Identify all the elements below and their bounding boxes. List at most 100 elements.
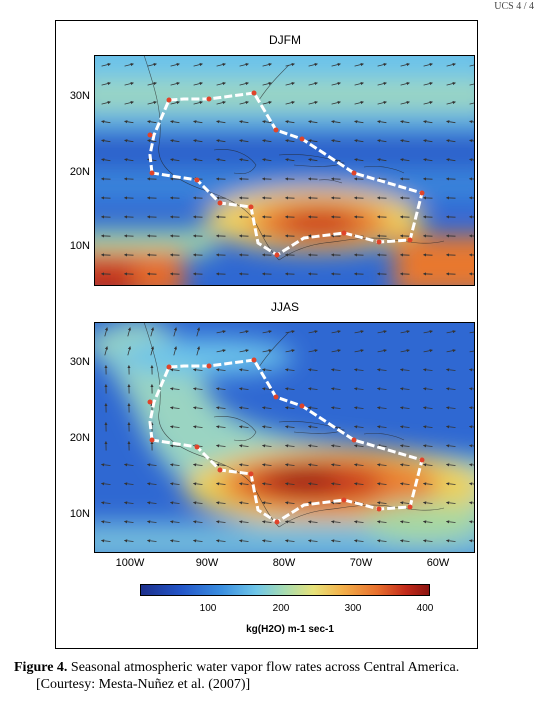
wind-arrow	[196, 327, 201, 337]
wind-arrow	[261, 539, 272, 543]
y-tick-label: 10N	[69, 508, 90, 520]
wind-arrow	[101, 158, 111, 162]
wind-arrow	[101, 81, 111, 86]
wind-arrows-jjas	[100, 327, 475, 543]
colorbar-tick-label: 100	[199, 603, 217, 614]
wind-arrow	[307, 425, 318, 429]
wind-arrow	[192, 387, 203, 391]
wind-arrow	[422, 539, 433, 543]
wind-arrow	[422, 425, 433, 429]
wind-arrow	[377, 120, 387, 124]
wind-arrow	[354, 349, 364, 353]
wind-arrow	[330, 406, 341, 410]
wind-arrow	[147, 139, 157, 143]
wind-arrow	[376, 463, 387, 467]
wind-arrow	[104, 346, 109, 356]
wind-arrow	[169, 463, 180, 467]
wind-arrow	[192, 501, 203, 505]
wind-arrow	[147, 81, 157, 86]
wind-arrow	[216, 100, 226, 105]
wind-arrow	[353, 444, 364, 448]
wind-arrow	[422, 501, 433, 505]
page-header: UCS 4 / 4	[494, 1, 534, 12]
colorbar-tick-label: 400	[416, 603, 434, 614]
figure-caption: Figure 4. Seasonal atmospheric water vap…	[14, 659, 534, 693]
wind-arrow	[422, 520, 433, 524]
wind-arrow	[147, 100, 157, 105]
wind-arrow	[285, 120, 295, 124]
wind-arrow	[215, 387, 226, 391]
wind-arrow	[261, 444, 272, 448]
wind-arrow	[169, 501, 180, 505]
wind-arrow	[399, 406, 410, 410]
wind-arrow	[284, 463, 295, 467]
wind-arrow	[285, 139, 295, 143]
wind-arrow	[422, 387, 433, 391]
wind-arrow	[261, 482, 272, 486]
x-tick-label: 100W	[115, 557, 145, 569]
wind-arrow	[169, 368, 180, 372]
wind-arrow	[307, 406, 318, 410]
wind-arrow	[150, 327, 155, 337]
wind-arrow	[285, 62, 295, 67]
wind-arrow	[331, 349, 341, 353]
wind-arrow	[353, 406, 364, 410]
wind-arrow	[173, 327, 178, 337]
wind-arrow	[445, 444, 456, 448]
wind-arrow	[101, 139, 111, 143]
wind-arrow	[331, 120, 341, 124]
wind-arrow	[308, 100, 318, 105]
wind-arrow	[308, 139, 318, 143]
wind-arrow	[262, 62, 272, 67]
wind-arrow	[147, 62, 157, 67]
wind-arrow	[400, 120, 410, 124]
wind-arrow	[446, 330, 456, 334]
wind-arrow	[262, 330, 272, 334]
wind-arrow	[238, 368, 249, 372]
wind-arrow	[399, 482, 410, 486]
colorbar-tick-label: 200	[272, 603, 290, 614]
y-tick-label: 30N	[69, 90, 90, 102]
wind-arrow	[445, 406, 456, 410]
wind-arrow	[169, 425, 180, 429]
wind-arrow	[423, 158, 433, 162]
figure-caption-credit: [Courtesy: Mesta-Nuñez et al. (2007)]	[36, 677, 251, 692]
wind-arrow	[285, 158, 295, 162]
wind-arrow	[170, 139, 180, 143]
wind-arrow	[262, 139, 272, 143]
wind-arrow	[354, 120, 364, 124]
wind-arrow	[308, 120, 318, 124]
wind-arrow	[353, 520, 364, 524]
wind-arrow	[193, 62, 203, 67]
wind-arrow	[376, 368, 387, 372]
wind-arrow	[216, 139, 226, 143]
wind-arrow	[124, 81, 134, 86]
wind-arrow	[400, 158, 410, 162]
wind-arrow	[330, 520, 341, 524]
wind-arrow	[399, 387, 410, 391]
wind-arrow	[169, 520, 180, 524]
wind-arrow	[376, 520, 387, 524]
wind-arrow	[192, 520, 203, 524]
wind-arrow	[193, 120, 203, 124]
wind-arrow	[238, 501, 249, 505]
wind-arrow	[169, 387, 180, 391]
wind-arrow	[308, 158, 318, 162]
figure-caption-text: Seasonal atmospheric water vapor flow ra…	[67, 660, 460, 675]
wind-arrow	[127, 346, 132, 356]
wind-arrow	[353, 368, 364, 372]
wind-arrow	[422, 444, 433, 448]
wind-arrow	[377, 158, 387, 162]
wind-arrow	[376, 501, 387, 505]
wind-arrow	[261, 501, 272, 505]
panel-title-djfm: DJFM	[269, 33, 301, 47]
wind-arrow	[307, 520, 318, 524]
wind-arrow	[215, 539, 226, 543]
wind-arrow	[216, 349, 226, 353]
wind-arrow	[101, 100, 111, 105]
wind-arrow	[354, 81, 364, 86]
wind-arrow	[399, 425, 410, 429]
wind-arrow	[331, 100, 341, 105]
wind-arrow	[262, 100, 272, 105]
x-tick-label: 80W	[272, 557, 296, 569]
